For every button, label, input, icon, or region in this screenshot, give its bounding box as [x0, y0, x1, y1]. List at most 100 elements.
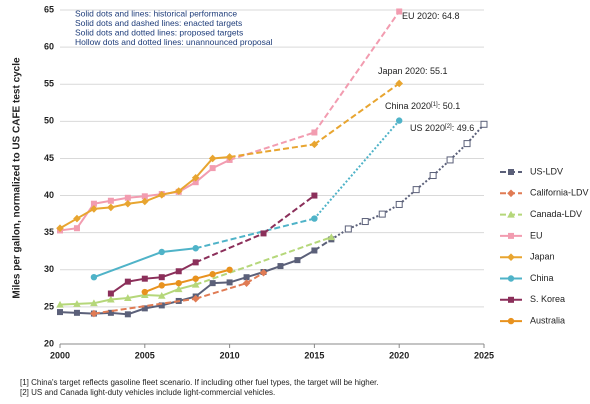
- marker: [192, 245, 199, 252]
- marker: [243, 274, 250, 281]
- style-note: Solid dots and dotted lines: proposed ta…: [75, 27, 243, 37]
- marker: [395, 200, 403, 208]
- y-tick-label: 40: [44, 190, 54, 200]
- marker: [157, 191, 166, 199]
- marker: [141, 193, 148, 200]
- marker: [396, 117, 403, 124]
- marker: [192, 259, 199, 266]
- line-segment: [76, 208, 95, 220]
- marker: [158, 282, 165, 289]
- legend-label: Japan: [530, 252, 555, 262]
- annotation-part: US 2020: [410, 123, 445, 133]
- marker: [191, 294, 200, 303]
- line-segment: [144, 294, 162, 297]
- marker: [124, 194, 131, 201]
- marker: [90, 309, 98, 318]
- marker: [378, 210, 386, 218]
- annotation-part: Japan 2020: 55.1: [378, 66, 448, 76]
- footnote: [2] US and Canada light-duty vehicles in…: [20, 388, 275, 397]
- marker: [90, 299, 98, 307]
- marker: [508, 169, 514, 175]
- marker: [73, 214, 81, 223]
- marker: [141, 275, 148, 282]
- line-segment: [195, 232, 264, 264]
- legend-label: Australia: [530, 315, 565, 325]
- marker: [396, 8, 403, 15]
- marker: [463, 140, 471, 148]
- line-segment: [195, 217, 315, 250]
- x-tick-label: 2015: [304, 350, 324, 360]
- marker: [192, 179, 199, 186]
- annotation-part: [2]: [445, 124, 452, 130]
- marker: [344, 225, 352, 233]
- marker: [225, 153, 234, 161]
- marker: [90, 200, 97, 207]
- marker: [311, 215, 318, 222]
- line-segment: [93, 297, 196, 315]
- marker: [395, 79, 403, 88]
- marker: [507, 275, 515, 282]
- marker: [507, 210, 515, 218]
- annotation-part: China 2020: [385, 101, 431, 111]
- marker: [175, 279, 182, 287]
- marker: [507, 253, 515, 261]
- x-tick-label: 2005: [135, 350, 155, 360]
- marker: [327, 233, 336, 241]
- marker: [107, 309, 114, 316]
- marker: [191, 280, 200, 288]
- marker: [242, 279, 251, 287]
- annotation: US 2020[2]: 49.6: [410, 123, 474, 133]
- marker: [311, 129, 318, 136]
- legend-label: Canada-LDV: [530, 209, 582, 219]
- line-segment: [110, 296, 128, 301]
- marker: [277, 263, 284, 270]
- marker: [158, 274, 165, 281]
- y-tick-label: 65: [44, 4, 54, 14]
- marker: [174, 285, 183, 293]
- series: [90, 117, 403, 281]
- marker: [124, 278, 131, 285]
- style-note: Solid dots and lines: historical perform…: [75, 8, 237, 18]
- line-segment: [76, 203, 95, 229]
- line-segment: [161, 247, 196, 253]
- line-segment: [161, 288, 180, 297]
- marker: [158, 302, 165, 309]
- series: [56, 233, 336, 308]
- marker: [429, 172, 437, 180]
- legend-label: California-LDV: [530, 188, 589, 198]
- marker: [107, 290, 114, 297]
- legend-label: US-LDV: [530, 166, 563, 176]
- series: [107, 192, 318, 297]
- marker: [124, 294, 132, 301]
- series: [57, 120, 488, 318]
- annotation-part: [1]: [431, 102, 438, 108]
- series: [141, 266, 233, 296]
- marker: [226, 279, 233, 286]
- marker: [294, 257, 301, 264]
- legend-label: EU: [530, 230, 543, 240]
- marker: [90, 274, 98, 281]
- y-tick-label: 30: [44, 264, 54, 274]
- marker: [107, 203, 115, 212]
- line-segment: [229, 143, 315, 158]
- legend-label: S. Korea: [530, 294, 565, 304]
- annotation: Japan 2020: 55.1: [378, 66, 448, 76]
- line-segment: [144, 193, 163, 203]
- marker: [158, 248, 165, 256]
- marker: [259, 268, 268, 277]
- style-note: Hollow dots and dotted lines: unannounce…: [75, 37, 273, 47]
- line-segment: [59, 217, 78, 230]
- annotation: EU 2020: 64.8: [402, 11, 460, 21]
- marker: [124, 311, 131, 318]
- marker: [73, 300, 81, 307]
- y-tick-label: 25: [44, 301, 54, 311]
- marker: [507, 317, 515, 325]
- line-segment: [93, 251, 163, 279]
- marker: [56, 224, 64, 233]
- x-tick-label: 2000: [50, 350, 70, 360]
- marker: [175, 268, 182, 275]
- marker: [192, 275, 199, 282]
- marker: [507, 189, 515, 198]
- marker: [208, 154, 217, 163]
